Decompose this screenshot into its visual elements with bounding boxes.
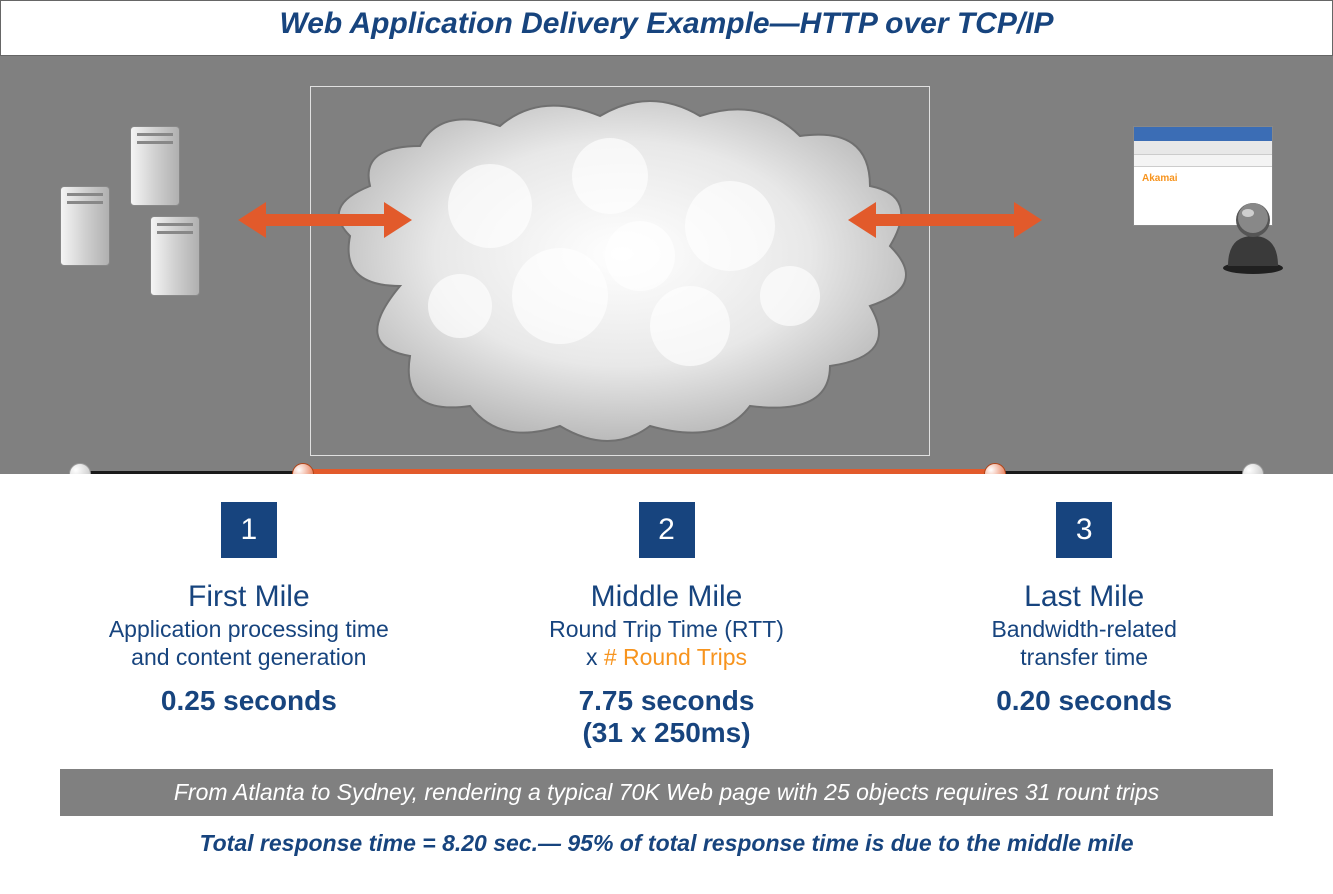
round-trips-label: # Round Trips — [604, 644, 747, 670]
bottom-panel: 1 First MileApplication processing timean… — [0, 474, 1333, 869]
footer-bar: From Atlanta to Sydney, rendering a typi… — [60, 769, 1273, 816]
column-2: 2 Middle MileRound Trip Time (RTT)x # Rou… — [458, 502, 876, 749]
column-title: Last Mile — [887, 580, 1281, 614]
column-badge: 3 — [1056, 502, 1112, 558]
column-3: 3 Last MileBandwidth-relatedtransfer time… — [875, 502, 1293, 749]
diagram-area: Akamai — [0, 56, 1333, 474]
cloud-icon — [310, 86, 930, 456]
column-detail: (31 x 250ms) — [470, 717, 864, 749]
column-badge: 1 — [221, 502, 277, 558]
footer-summary: Total response time = 8.20 sec.— 95% of … — [40, 830, 1293, 857]
column-subtitle: Bandwidth-relatedtransfer time — [887, 616, 1281, 671]
column-title: Middle Mile — [470, 580, 864, 614]
column-badge: 2 — [639, 502, 695, 558]
arrow-left-icon — [260, 216, 390, 224]
column-1: 1 First MileApplication processing timean… — [40, 502, 458, 749]
arrow-right-icon — [870, 216, 1020, 224]
column-title: First Mile — [52, 580, 446, 614]
column-metric: 0.25 seconds — [52, 685, 446, 717]
column-subtitle: Round Trip Time (RTT)x # Round Trips — [470, 616, 864, 671]
column-subtitle: Application processing timeand content g… — [52, 616, 446, 671]
client-icon: Akamai — [1133, 126, 1273, 226]
user-icon — [1218, 196, 1288, 276]
columns-row: 1 First MileApplication processing timean… — [40, 502, 1293, 749]
column-metric: 7.75 seconds — [470, 685, 864, 717]
title-bar: Web Application Delivery Example—HTTP ov… — [0, 0, 1333, 56]
column-metric: 0.20 seconds — [887, 685, 1281, 717]
page-title: Web Application Delivery Example—HTTP ov… — [1, 7, 1332, 41]
browser-brand: Akamai — [1134, 167, 1272, 190]
